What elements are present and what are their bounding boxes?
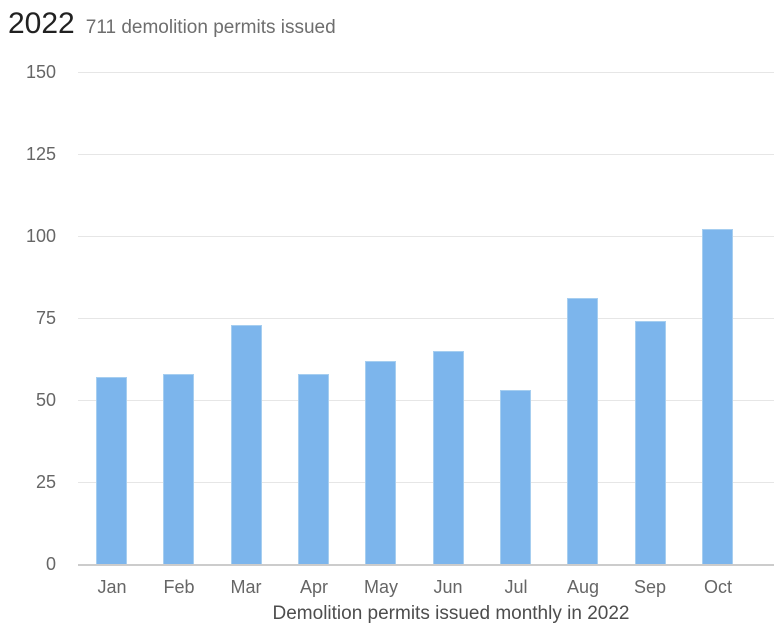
x-axis-title: Demolition permits issued monthly in 202… bbox=[272, 603, 630, 624]
month-label: Feb bbox=[163, 577, 195, 597]
y-tick-label: 100 bbox=[25, 226, 56, 246]
gridline bbox=[78, 71, 774, 73]
bar[interactable] bbox=[163, 373, 194, 564]
y-tick-label: 25 bbox=[35, 472, 56, 492]
bar[interactable] bbox=[500, 390, 531, 564]
y-tick-label: 50 bbox=[35, 390, 56, 410]
gridline bbox=[78, 153, 774, 155]
month-label: Mar bbox=[230, 577, 262, 597]
month-label: Apr bbox=[299, 577, 328, 597]
bar[interactable] bbox=[365, 360, 396, 564]
month-label: May bbox=[363, 577, 398, 597]
month-label: Jul bbox=[504, 577, 528, 597]
chart-header: 2022 711 demolition permits issued bbox=[8, 7, 336, 41]
bar[interactable] bbox=[231, 324, 262, 564]
gridline bbox=[78, 317, 774, 319]
month-label: Jun bbox=[433, 577, 463, 597]
bar[interactable] bbox=[96, 377, 127, 564]
month-label: Sep bbox=[633, 577, 667, 597]
bar[interactable] bbox=[433, 350, 464, 564]
gridline bbox=[78, 399, 774, 401]
bar[interactable] bbox=[298, 373, 329, 564]
month-label: Oct bbox=[703, 577, 732, 597]
y-tick-label: 150 bbox=[25, 62, 56, 82]
y-tick-label: 125 bbox=[25, 144, 56, 164]
gridline bbox=[78, 481, 774, 483]
page-title: 2022 bbox=[8, 7, 75, 40]
x-axis-line bbox=[78, 564, 774, 566]
bar[interactable] bbox=[635, 321, 666, 564]
bar[interactable] bbox=[702, 229, 733, 564]
y-tick-label: 75 bbox=[35, 308, 56, 328]
gridline bbox=[78, 235, 774, 237]
page-subtitle: 711 demolition permits issued bbox=[85, 17, 336, 38]
y-tick-label: 0 bbox=[45, 554, 56, 574]
month-label: Aug bbox=[566, 577, 600, 597]
month-label: Jan bbox=[97, 577, 127, 597]
bar[interactable] bbox=[567, 298, 598, 564]
